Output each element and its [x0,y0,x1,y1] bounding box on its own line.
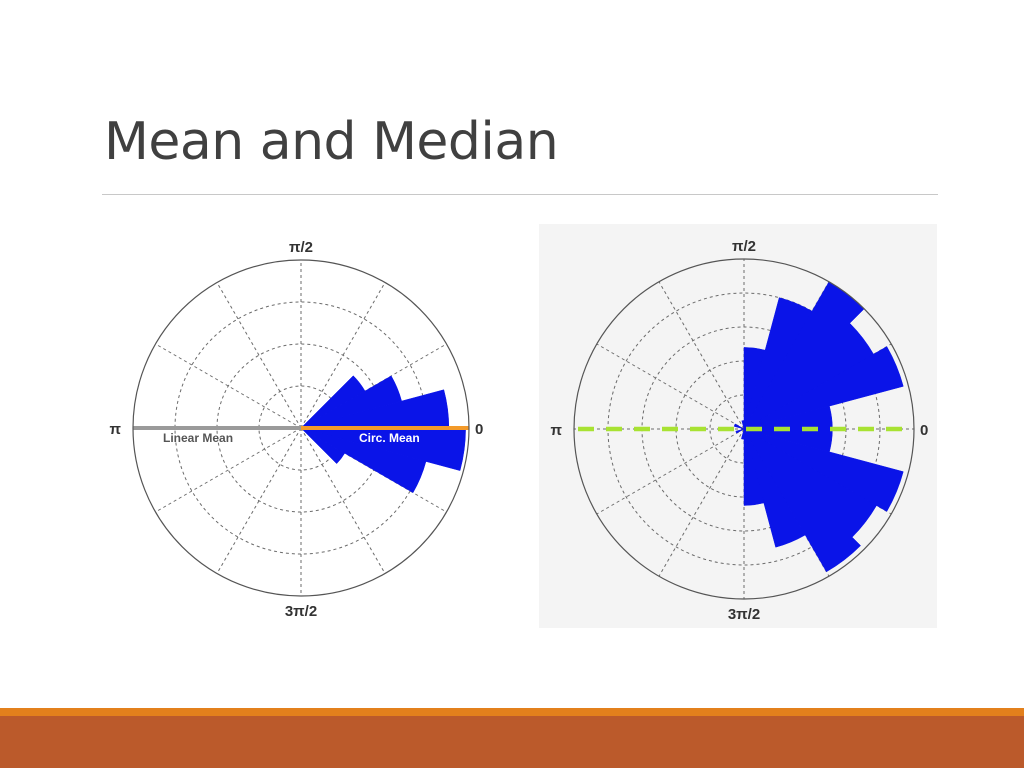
bin-wedge-12 [741,420,745,430]
footer-band [0,716,1024,768]
angle-label-3pi-over-2: 3π/2 [285,603,317,620]
linear-mean-label: Linear Mean [163,431,233,445]
bin-wedge-5 [300,427,345,464]
grid-spoke-5 [596,343,745,430]
bin-wedge-11 [743,428,765,506]
outer-ring [132,259,470,597]
bin-wedge-13 [733,423,745,430]
bin-wedge-15 [741,428,745,440]
polar-bins [733,281,904,573]
angle-label-pi: π [551,422,563,439]
grid-spoke-7 [596,428,745,515]
angle-label-pi: π [110,421,122,438]
bin-wedge-14 [735,428,745,434]
grid-spoke-4 [658,281,745,430]
bin-wedge-4 [300,427,427,494]
circ-mean-label: Circ. Mean [359,431,420,445]
bin-wedge-1 [300,375,402,429]
polar-bins [300,375,466,494]
grid-spoke-8 [658,428,745,577]
bin-wedge-7 [743,428,904,512]
angle-label-0: 0 [475,421,483,438]
angle-label-3pi-over-2: 3π/2 [728,606,760,623]
grid-spoke-5 [155,343,302,429]
polar-chart-left: π/2 0 π 3π/2 Linear Mean Circ. Mean [108,210,500,630]
bin-wedge-2 [300,375,366,429]
slide-title: Mean and Median [104,112,559,172]
angle-label-pi-over-2: π/2 [732,238,756,255]
footer-accent-stripe [0,708,1024,716]
outer-ring [573,258,915,600]
polar-chart-right: π/2 0 π 3π/2 [539,224,937,628]
angle-label-pi-over-2: π/2 [289,239,313,256]
bin-wedge-10 [743,428,806,548]
bin-wedge-4 [743,346,904,430]
grid-spoke-4 [216,282,302,429]
polar-chart-left-svg: π/2 0 π 3π/2 Linear Mean Circ. Mean [110,239,484,620]
polar-chart-right-svg: π/2 0 π 3π/2 [551,238,929,623]
grid-spoke-7 [155,427,302,513]
grid-spoke-8 [216,427,302,574]
angle-label-0: 0 [920,422,928,439]
title-divider [102,194,938,195]
grid-spoke-10 [300,427,386,574]
bin-wedge-9 [743,428,861,573]
